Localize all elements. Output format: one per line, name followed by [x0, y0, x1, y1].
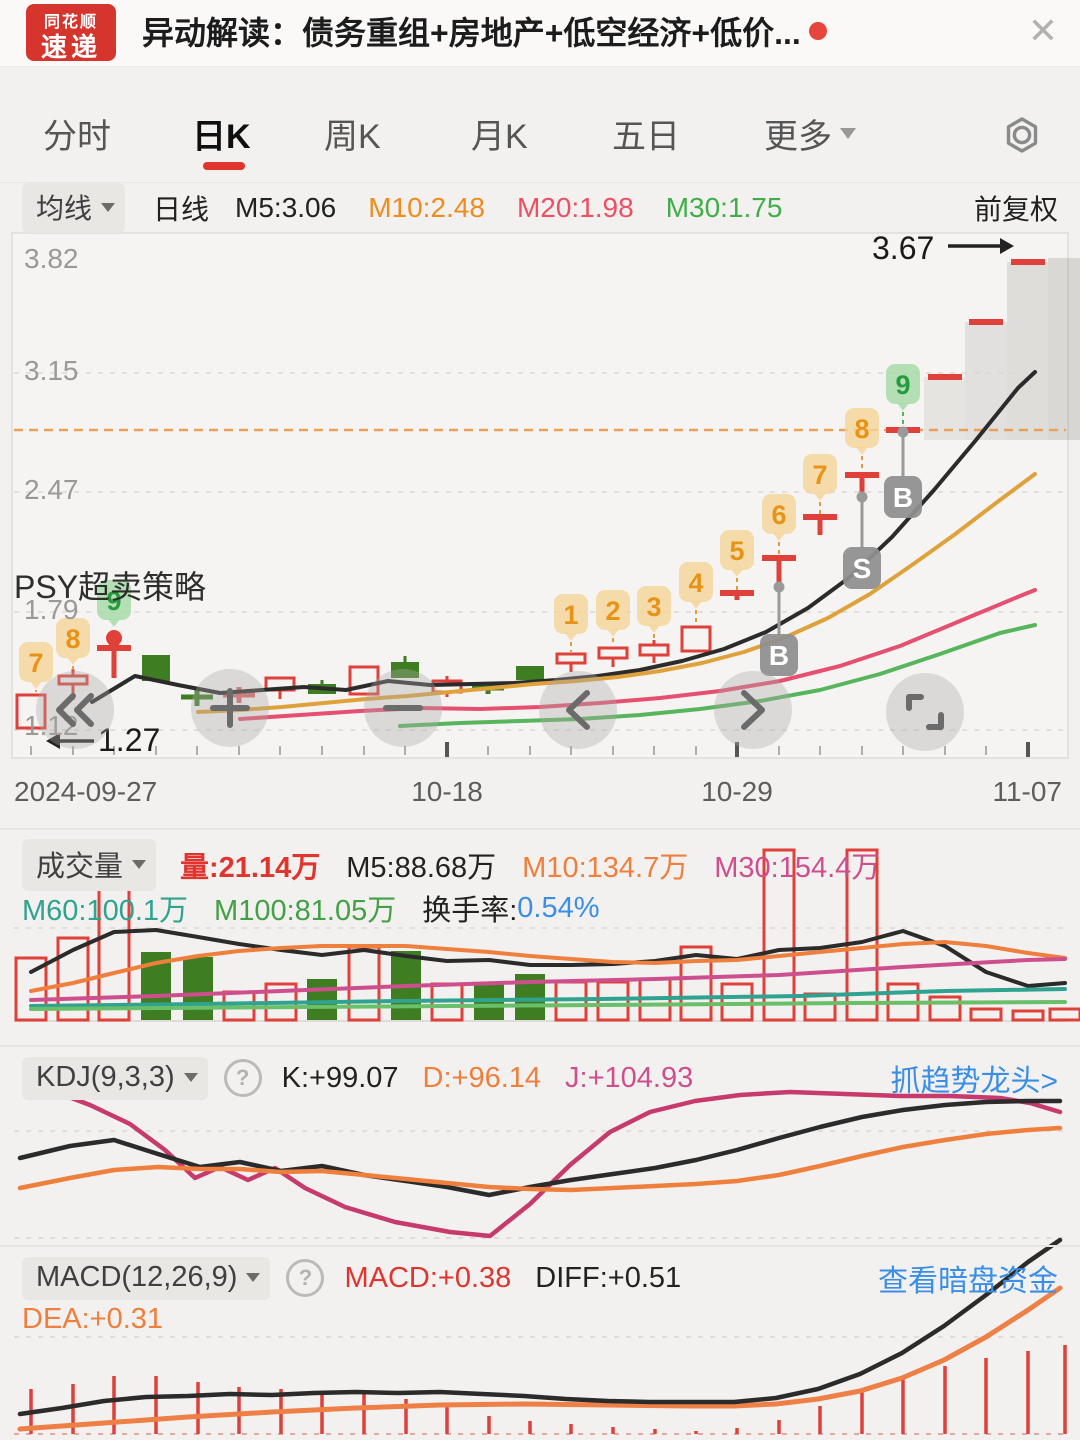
- svg-text:S: S: [853, 553, 872, 584]
- period-tabbar: 分时 日K 周K 月K 五日 更多: [0, 90, 1080, 183]
- legend-m20: M20:1.98: [516, 192, 634, 223]
- legend-period: 日线: [153, 194, 210, 225]
- svg-text:6: 6: [771, 500, 786, 530]
- tab-five-day[interactable]: 五日: [612, 117, 680, 156]
- help-icon[interactable]: ?: [223, 1059, 262, 1097]
- legend-m10: M10:2.48: [368, 192, 485, 223]
- svg-text:9: 9: [895, 370, 910, 400]
- tab-weekly-k[interactable]: 周K: [324, 117, 381, 156]
- price-axis-label: 3.15: [24, 355, 79, 386]
- macd-selector[interactable]: MACD(12,26,9): [22, 1256, 271, 1300]
- svg-text:7: 7: [28, 648, 43, 678]
- volume-m60: M60:100.1万: [22, 895, 189, 927]
- volume-m5: M5:88.68万: [346, 852, 497, 884]
- tab-daily-k[interactable]: 日K: [192, 117, 251, 156]
- kdj-header-row: KDJ(9,3,3) ? K:+99.07 D:+96.14 J:+104.93…: [0, 1055, 1080, 1101]
- date-label-end: 11-07: [992, 776, 1062, 807]
- kdj-j-value: J:+104.93: [565, 1061, 694, 1094]
- volume-m100: M100:81.05万: [214, 895, 397, 927]
- logo-line1: 同花顺: [43, 14, 98, 31]
- zoom-out-button[interactable]: [364, 669, 442, 747]
- svg-text:B: B: [893, 482, 913, 513]
- macd-dea-value: DEA:+0.31: [22, 1302, 164, 1335]
- svg-text:7: 7: [812, 460, 827, 490]
- adjust-mode-label[interactable]: 前复权: [973, 194, 1058, 225]
- svg-text:4: 4: [688, 568, 703, 598]
- news-headline[interactable]: 异动解读：债务重组+房地产+低空经济+低价...: [142, 15, 801, 51]
- svg-text:1: 1: [563, 600, 578, 630]
- trend-leader-link[interactable]: 抓趋势龙头>: [890, 1065, 1058, 1098]
- kdj-selector[interactable]: KDJ(9,3,3): [22, 1056, 208, 1100]
- svg-text:3: 3: [646, 592, 661, 622]
- svg-text:2: 2: [605, 596, 620, 626]
- chevron-down-icon: [840, 127, 856, 139]
- fullscreen-button[interactable]: [886, 673, 964, 751]
- volume-header-row2: M60:100.1万 M100:81.05万 换手率: 0.54%: [0, 887, 1080, 929]
- svg-text:8: 8: [854, 414, 869, 444]
- turnover-label: 换手率:: [422, 895, 518, 927]
- section-divider: [0, 1245, 1080, 1247]
- volume-m30: M30:154.4万: [714, 852, 881, 884]
- chevron-down-icon: [132, 859, 147, 869]
- zoom-in-button[interactable]: [191, 669, 269, 747]
- ma-selector[interactable]: 均线: [22, 183, 126, 233]
- price-axis-label: 3.82: [24, 243, 79, 274]
- dark-pool-link[interactable]: 查看暗盘资金: [878, 1265, 1058, 1298]
- macd-header-row1: MACD(12,26,9) ? MACD:+0.38 DIFF:+0.51 查看…: [0, 1255, 1080, 1301]
- date-label-start: 2024-09-27: [14, 776, 158, 807]
- latest-price-annotation: 3.67: [872, 230, 935, 266]
- kdj-d-value: D:+96.14: [422, 1061, 542, 1094]
- chevron-down-icon: [101, 202, 116, 212]
- pan-left-button[interactable]: [539, 671, 617, 749]
- section-divider: [0, 1045, 1080, 1047]
- chevron-down-icon: [246, 1272, 261, 1282]
- news-banner: 同花顺 速递 异动解读：债务重组+房地产+低空经济+低价... ✕: [0, 0, 1080, 67]
- active-tab-underline: [203, 162, 245, 170]
- kdj-k-value: K:+99.07: [281, 1061, 399, 1094]
- svg-text:B: B: [769, 640, 789, 671]
- svg-text:5: 5: [729, 536, 744, 566]
- ma-legend-row: 均线 日线 M5:3.06 M10:2.48 M20:1.98 M30:1.75…: [0, 183, 1080, 233]
- section-divider: [0, 828, 1080, 830]
- macd-value: MACD:+0.38: [344, 1261, 512, 1294]
- tab-monthly-k[interactable]: 月K: [471, 117, 528, 156]
- psy-strategy-label: PSY超卖策略: [14, 569, 207, 605]
- gear-icon[interactable]: [1000, 114, 1044, 163]
- logo-line2: 速递: [40, 32, 101, 62]
- close-icon[interactable]: ✕: [1027, 10, 1058, 51]
- help-icon[interactable]: ?: [286, 1259, 325, 1297]
- volume-current: 量:21.14万: [180, 852, 321, 884]
- date-label-mid2: 10-29: [701, 776, 773, 807]
- pan-right-button[interactable]: [714, 671, 792, 749]
- volume-header-row1: 成交量 量:21.14万 M5:88.68万 M10:134.7万 M30:15…: [0, 839, 1080, 891]
- tab-more[interactable]: 更多: [764, 90, 856, 176]
- ths-express-logo: 同花顺 速递: [26, 4, 116, 62]
- legend-m30: M30:1.75: [665, 192, 783, 223]
- chevron-down-icon: [183, 1072, 198, 1082]
- macd-header-row2: DEA:+0.31: [0, 1298, 1080, 1340]
- turnover-value: 0.54%: [517, 891, 600, 924]
- rewind-button[interactable]: [36, 671, 114, 749]
- tab-minute[interactable]: 分时: [43, 117, 111, 156]
- date-label-mid1: 10-18: [411, 776, 483, 807]
- volume-selector[interactable]: 成交量: [22, 839, 157, 891]
- price-axis-label: 2.47: [24, 474, 79, 505]
- svg-text:8: 8: [65, 624, 80, 654]
- unread-dot-icon: [808, 22, 827, 40]
- macd-diff-value: DIFF:+0.51: [535, 1261, 682, 1294]
- volume-m10: M10:134.7万: [522, 852, 689, 884]
- legend-m5: M5:3.06: [235, 192, 337, 223]
